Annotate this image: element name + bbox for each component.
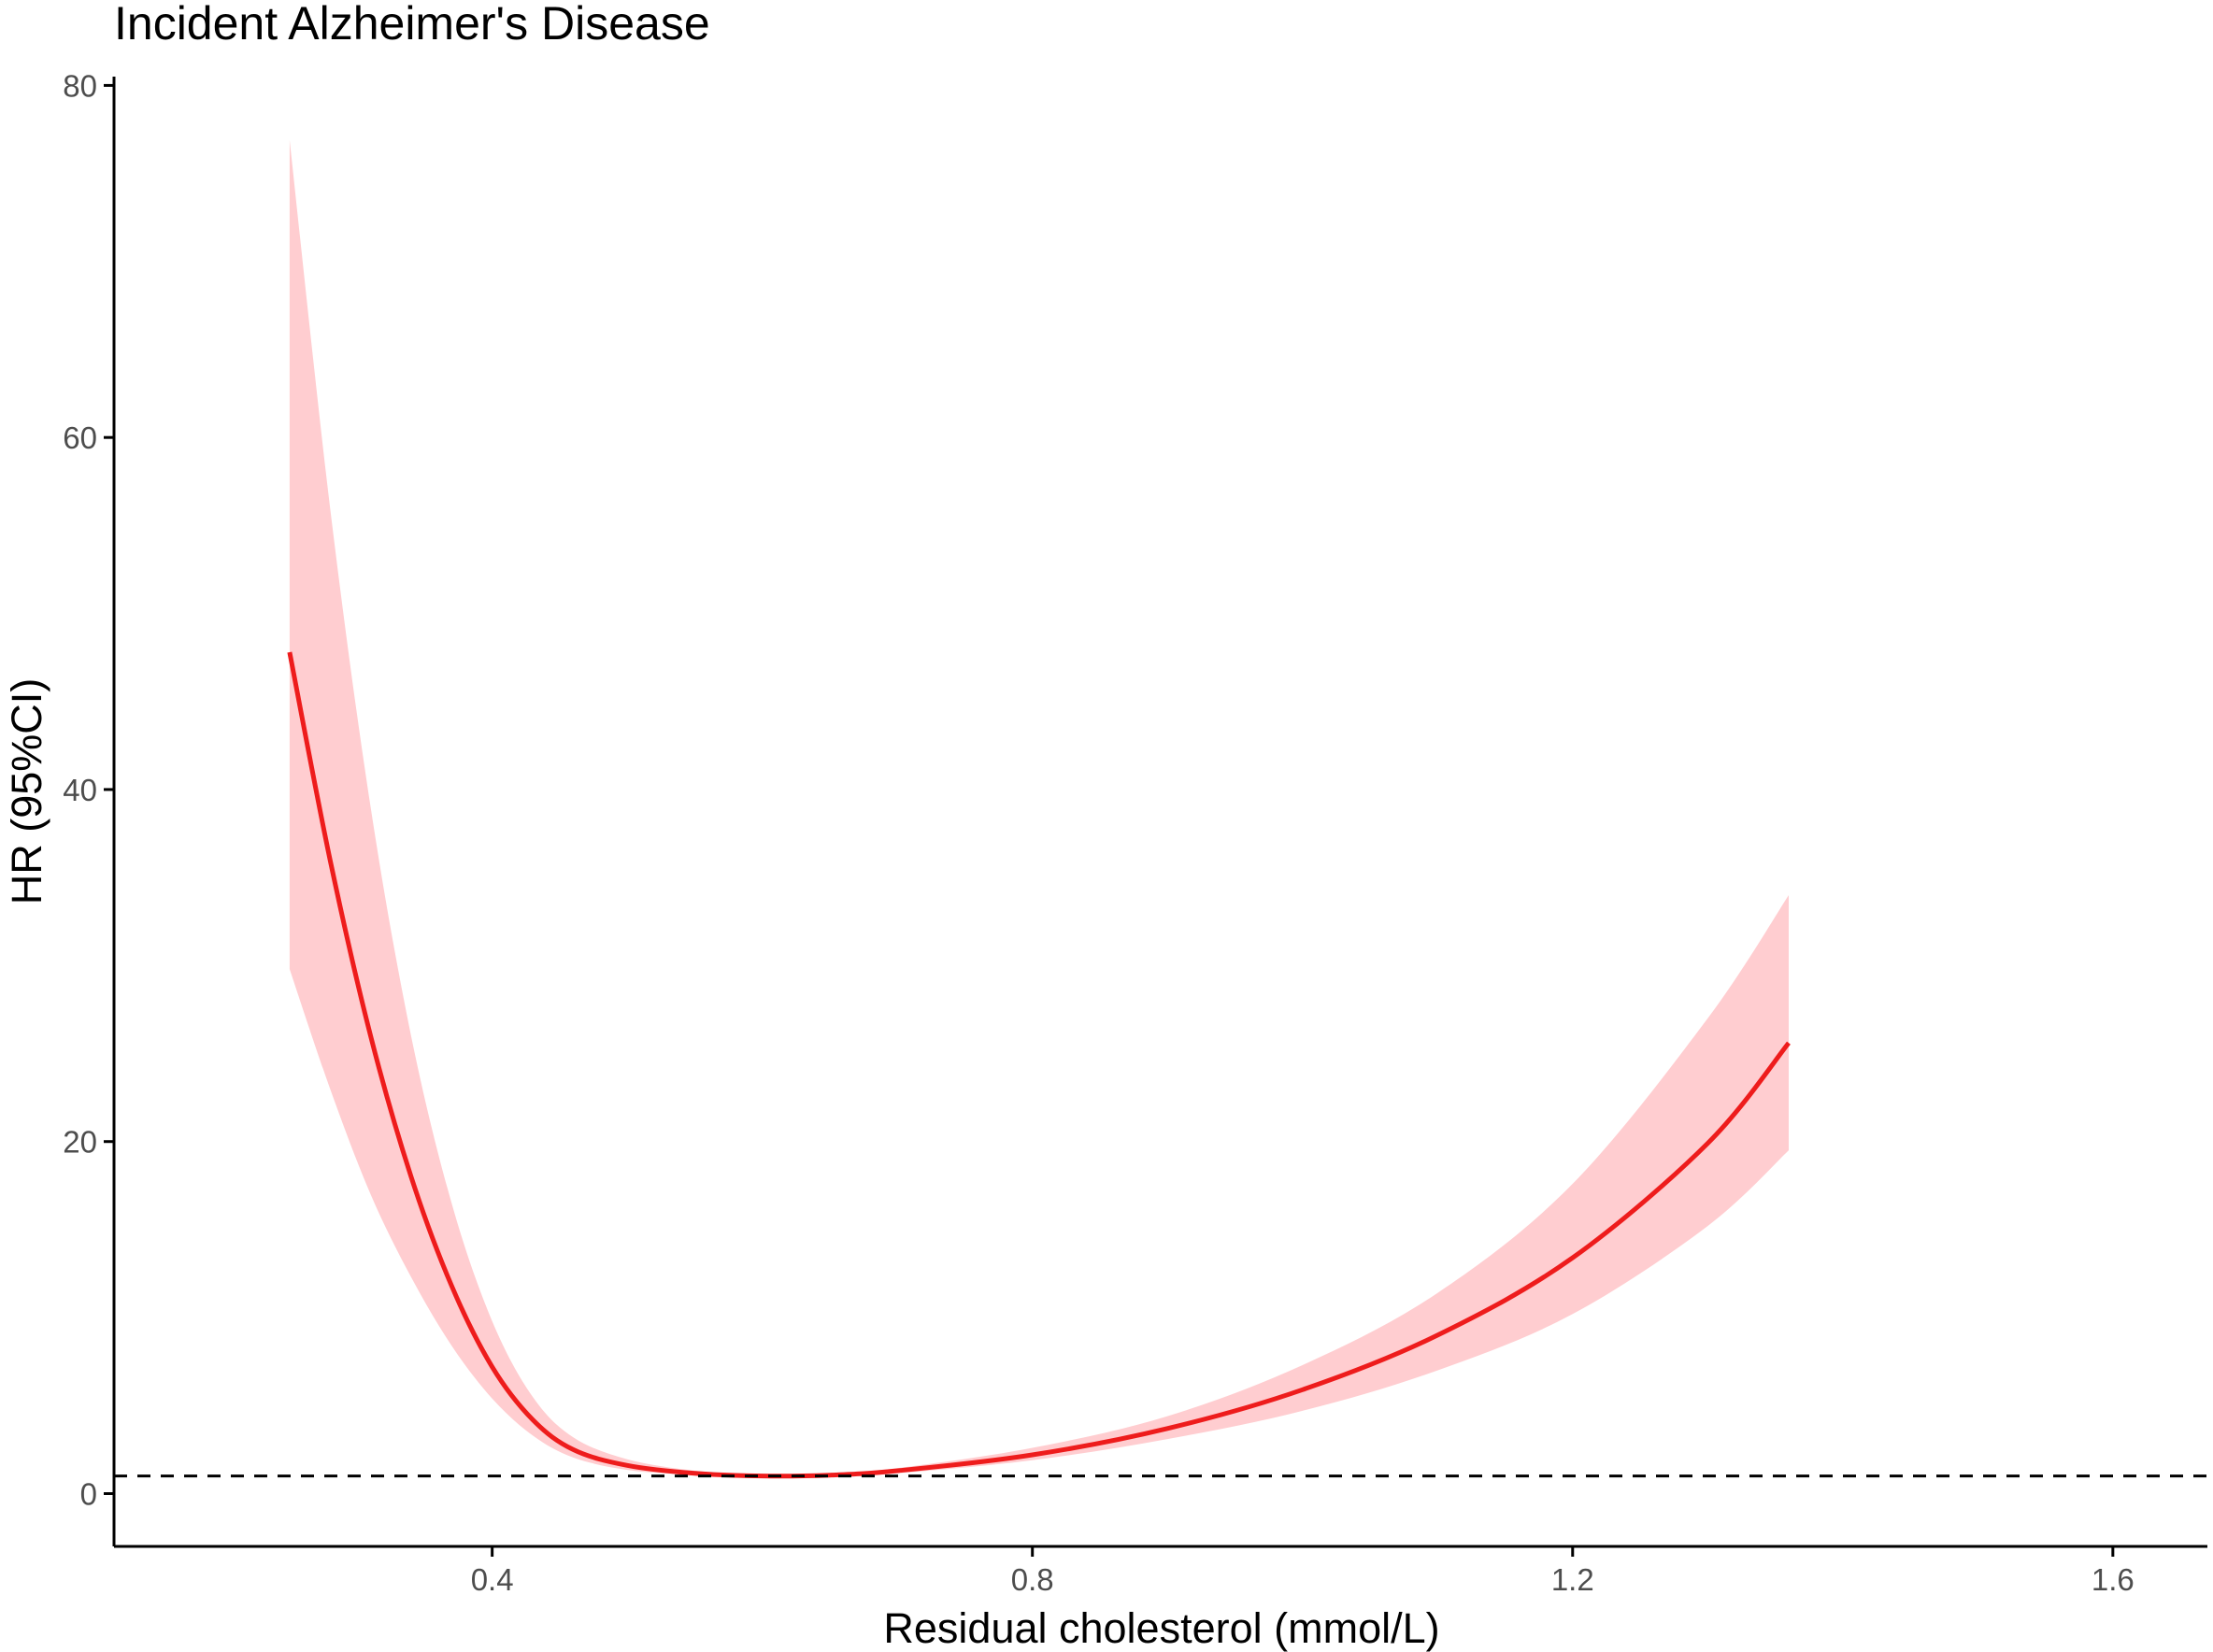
x-tick-label: 0.4	[471, 1562, 514, 1597]
hr-curve-0	[287, 651, 1791, 1479]
y-tick-label: 60	[63, 420, 97, 455]
x-axis-title: Residual cholesterol (mmol/L)	[883, 1604, 1439, 1652]
axes: 0.4 0.8 1.2 1.6 0 20 40 60 80	[63, 68, 2207, 1597]
x-tick-label: 1.2	[1551, 1562, 1594, 1597]
x-tick-label: 0.8	[1011, 1562, 1054, 1597]
y-tick-label: 40	[63, 773, 97, 807]
y-tick-label: 20	[63, 1125, 97, 1160]
confidence-band-0	[289, 139, 1789, 1478]
x-tick-label: 1.6	[2092, 1562, 2134, 1597]
plot-area	[114, 139, 2207, 1479]
y-tick-label: 0	[80, 1476, 97, 1511]
y-axis-title: HR (95%CI)	[3, 678, 50, 905]
y-tick-label: 80	[63, 68, 97, 103]
chart-title: Incident Alzheimer's Disease	[114, 0, 710, 50]
